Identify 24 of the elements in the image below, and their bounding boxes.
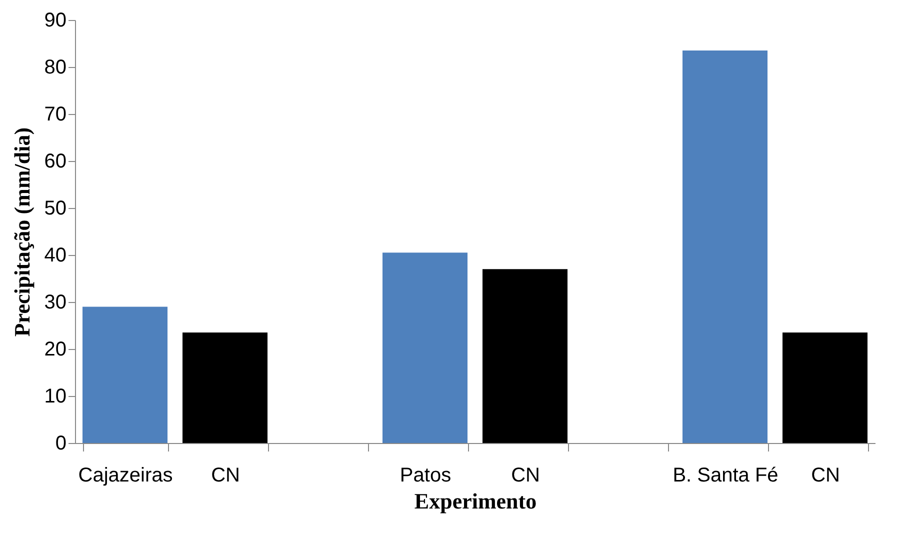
bar (382, 252, 468, 443)
x-tick-label: CN (211, 464, 240, 486)
x-tick-label: CN (811, 464, 840, 486)
bar (82, 306, 168, 443)
bar (782, 332, 868, 443)
x-axis-title: Experimento (414, 488, 537, 514)
x-tick-label: B. Santa Fé (672, 464, 778, 486)
y-tick-label: 0 (55, 432, 66, 454)
y-tick-label: 90 (44, 10, 66, 32)
y-tick-label: 70 (44, 104, 66, 126)
y-tick-label: 10 (44, 386, 66, 408)
y-tick-label: 20 (44, 338, 66, 360)
x-tick-label: Cajazeiras (78, 464, 173, 486)
y-axis-title: Precipitação (mm/dia) (9, 127, 34, 337)
y-tick-label: 40 (44, 244, 66, 266)
y-tick-label: 50 (44, 198, 66, 220)
bar (482, 269, 568, 443)
y-tick-label: 60 (44, 150, 66, 172)
x-tick-label: Patos (400, 464, 452, 486)
bar (182, 332, 268, 443)
y-tick-label: 30 (44, 292, 66, 314)
x-tick-label: CN (511, 464, 540, 486)
bar (682, 50, 768, 443)
y-tick-label: 80 (44, 56, 66, 78)
